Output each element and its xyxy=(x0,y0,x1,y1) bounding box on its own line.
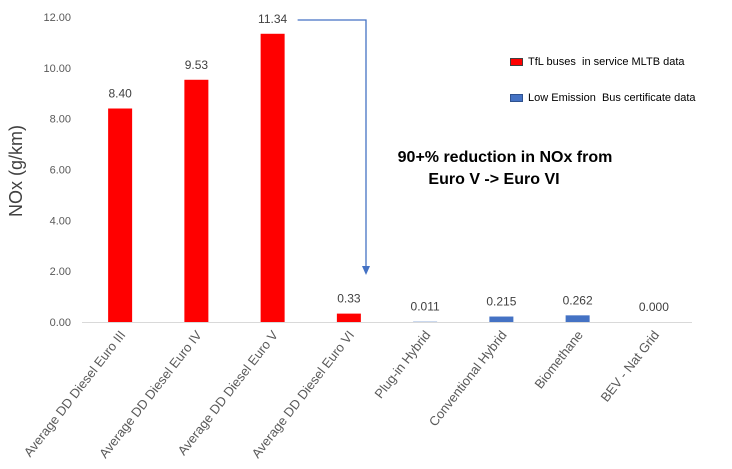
y-tick-label: 6.00 xyxy=(50,165,71,177)
bar xyxy=(184,79,209,322)
arrow-line xyxy=(297,19,367,268)
legend-item-lowemission: Low Emission Bus certificate data xyxy=(510,92,696,104)
legend-label-mltb: TfL buses in service MLTB data xyxy=(528,56,685,68)
data-label: 9.53 xyxy=(185,58,209,72)
bar xyxy=(260,33,285,323)
legend-swatch-red xyxy=(510,58,523,66)
bar xyxy=(108,108,133,322)
data-label: 8.40 xyxy=(108,87,132,101)
legend-swatch-blue xyxy=(510,94,523,102)
data-label: 0.000 xyxy=(639,300,669,314)
y-tick-label: 0.00 xyxy=(50,317,71,329)
bars-group xyxy=(108,33,590,323)
x-tick-label: Biomethane xyxy=(531,328,586,392)
data-label: 0.011 xyxy=(411,300,440,314)
annotation-line-1: 90+% reduction in NOx from xyxy=(397,149,613,166)
annotation-text: 90+% reduction in NOx from Euro V -> Eur… xyxy=(355,147,655,191)
annotation-line-2: Euro V -> Euro VI xyxy=(428,171,560,188)
y-tick-label: 4.00 xyxy=(50,215,71,227)
x-tick-label: Conventional Hybrid xyxy=(426,328,510,429)
data-label: 0.33 xyxy=(337,292,361,306)
y-axis: 0.00 2.00 4.00 6.00 8.00 10.00 12.00 xyxy=(43,12,692,329)
x-tick-label: Plug-in Hybrid xyxy=(371,328,433,402)
legend-item-mltb: TfL buses in service MLTB data xyxy=(510,56,685,68)
annotation-arrow xyxy=(297,19,370,275)
x-tick-label: BEV - Nat Grid xyxy=(597,328,662,405)
y-axis-label: NOx (g/km) xyxy=(6,125,26,217)
data-label: 11.34 xyxy=(258,12,287,26)
y-tick-label: 10.00 xyxy=(43,63,71,75)
arrow-head xyxy=(362,266,370,275)
bar xyxy=(565,315,590,322)
data-labels-group: 8.40 9.53 11.34 0.33 0.011 0.215 0.262 0.000 xyxy=(108,12,669,314)
data-label: 0.215 xyxy=(486,295,516,309)
bar xyxy=(489,316,514,322)
y-tick-label: 12.00 xyxy=(43,12,71,24)
data-label: 0.262 xyxy=(563,293,593,307)
y-tick-label: 8.00 xyxy=(50,114,71,126)
y-tick-label: 2.00 xyxy=(50,266,71,278)
legend-label-lowemission: Low Emission Bus certificate data xyxy=(528,92,696,104)
bar xyxy=(336,313,361,322)
